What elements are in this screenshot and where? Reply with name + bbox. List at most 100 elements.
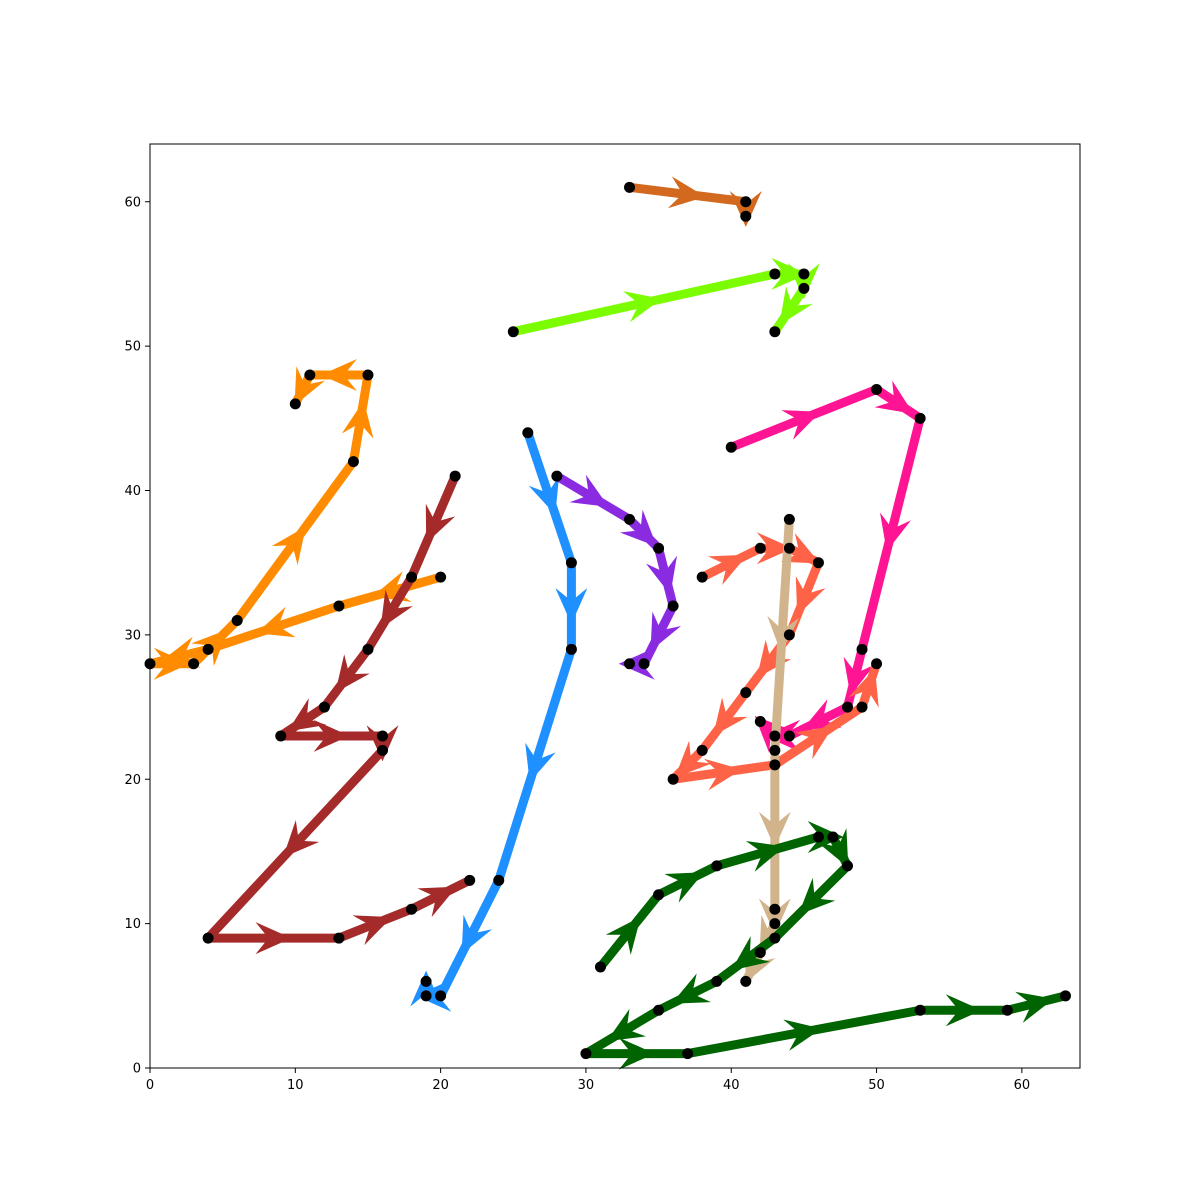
- series-1-arrowhead: [771, 257, 808, 290]
- series-4-point: [435, 990, 447, 1002]
- series-3-point: [275, 730, 287, 742]
- series-7-arrowhead: [756, 532, 793, 565]
- series-9-arrowhead: [798, 877, 836, 915]
- series-7-point: [696, 571, 708, 583]
- series-9-point: [711, 975, 723, 987]
- series-6-point: [783, 730, 795, 742]
- series-6-arrowhead: [764, 719, 801, 752]
- series-8-point: [754, 947, 766, 958]
- series-7-arrowhead: [780, 533, 820, 564]
- series-5-point: [624, 658, 636, 670]
- series-7-arrowhead: [708, 554, 748, 585]
- series-3-arrowhead: [313, 719, 350, 752]
- series-9-arrowhead: [745, 841, 785, 872]
- series-3-point: [362, 643, 374, 655]
- series-3-arrowhead: [380, 589, 413, 629]
- series-9: [581, 821, 1070, 1070]
- plot-frame: [149, 143, 1081, 1069]
- series-4-arrowhead: [528, 475, 560, 515]
- series-4-point: [565, 643, 577, 655]
- series-1-arrowhead: [623, 291, 662, 323]
- series-9-arrowhead: [618, 1037, 655, 1070]
- series-4-point: [522, 427, 534, 439]
- series-9-arrowhead: [606, 1008, 646, 1042]
- series-9-point: [711, 860, 723, 872]
- series-2-arrowhead: [294, 366, 325, 406]
- series-7-point: [754, 542, 766, 554]
- series-3-point: [202, 932, 214, 944]
- series-9-point: [1001, 1004, 1013, 1016]
- series-7-arrowhead: [795, 576, 826, 616]
- series-4-arrowhead: [410, 970, 443, 1007]
- series-2-arrowhead: [153, 647, 190, 680]
- series-8-point: [769, 918, 781, 930]
- series-3-point: [333, 932, 345, 944]
- y-tick-label: 10: [124, 917, 141, 932]
- series-9-point: [653, 1004, 665, 1016]
- series-7-point: [783, 629, 795, 641]
- series-6-point: [856, 643, 868, 655]
- series-4-point: [493, 874, 505, 886]
- y-tick-label: 20: [124, 773, 141, 788]
- series-6-point: [725, 441, 737, 453]
- series-2-arrowhead: [341, 400, 374, 439]
- series-4-point: [420, 990, 432, 1002]
- series-3-point: [406, 571, 418, 583]
- series-0-point: [624, 181, 636, 193]
- series-5-point: [624, 513, 636, 525]
- series-0-arrowhead: [729, 191, 762, 227]
- series-2-point: [333, 600, 345, 612]
- series-9-arrowhead: [945, 994, 982, 1027]
- series-8-arrowhead: [758, 898, 791, 935]
- series-3-point: [464, 874, 476, 886]
- series-9-point: [580, 1048, 592, 1060]
- series-3-arrowhead: [425, 503, 456, 544]
- series-6-arrowhead: [802, 699, 842, 730]
- series-3-arrowhead: [366, 725, 399, 762]
- plot-background: [150, 144, 1080, 1068]
- series-1-point: [769, 326, 781, 338]
- series-3-arrowhead: [255, 922, 292, 955]
- series-1: [508, 257, 820, 337]
- series-7-arrowhead: [794, 726, 834, 760]
- series-6-point: [914, 412, 926, 424]
- x-tick-label: 60: [1014, 1078, 1031, 1093]
- series-7-arrowhead: [756, 639, 792, 679]
- series-3-point: [377, 730, 388, 742]
- series-8-point: [769, 744, 781, 756]
- series-6-point: [769, 730, 781, 742]
- series-5-point: [667, 600, 679, 612]
- series-2-point: [202, 643, 214, 655]
- series-8-arrowhead: [758, 811, 791, 848]
- series-2-point: [362, 369, 374, 381]
- series-4-arrowhead: [525, 742, 556, 782]
- x-tick-label: 30: [578, 1078, 595, 1093]
- series-9-arrowhead: [807, 821, 844, 853]
- series-9-arrowhead: [817, 828, 849, 868]
- series-7-point: [812, 557, 824, 569]
- series-layer: [145, 176, 1070, 1070]
- series-1-arrowhead: [787, 263, 820, 300]
- series-5-point: [551, 470, 563, 482]
- series-9-point: [594, 961, 606, 973]
- series-8-point: [769, 903, 781, 915]
- series-2-arrowhead: [271, 526, 306, 565]
- series-5: [552, 471, 681, 680]
- series-9-point: [653, 889, 665, 901]
- series-8-point: [740, 975, 752, 987]
- y-tick-label: 0: [133, 1062, 141, 1077]
- series-1-point: [798, 268, 810, 280]
- series-2-arrowhead: [256, 606, 296, 638]
- series-5-arrowhead: [569, 474, 609, 507]
- series-2-point: [304, 369, 316, 381]
- series-8-arrowhead: [767, 615, 800, 653]
- series-3-arrowhead: [283, 820, 320, 858]
- series-2-arrowhead: [320, 359, 357, 391]
- series-9-point: [827, 831, 839, 843]
- series-7-arrowhead: [703, 758, 742, 791]
- series-0-point: [740, 210, 752, 222]
- marker-layer: [144, 181, 1071, 1060]
- series-1-point: [798, 282, 810, 294]
- series-3: [203, 471, 475, 955]
